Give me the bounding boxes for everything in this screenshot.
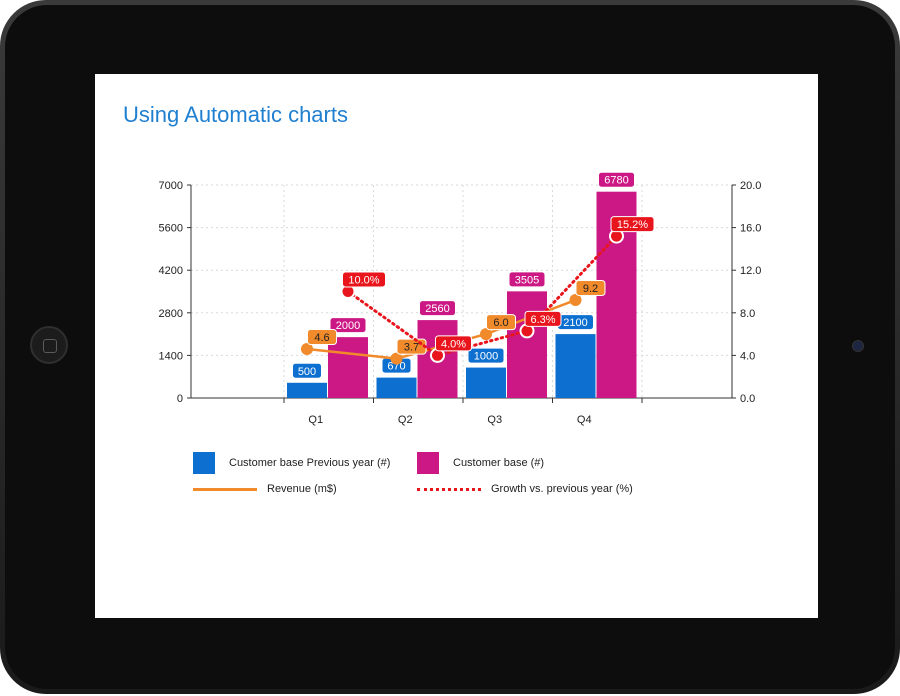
y-tick-label-left: 5600 bbox=[159, 223, 183, 235]
data-label-prev: 670 bbox=[387, 361, 405, 373]
data-label-cur: 2000 bbox=[336, 320, 360, 332]
page-title: Using Automatic charts bbox=[123, 102, 348, 127]
data-label-growth-bg bbox=[524, 310, 562, 327]
x-tick-label: Q1 bbox=[308, 414, 323, 426]
data-label-growth: 15.2% bbox=[617, 219, 648, 231]
camera-icon bbox=[852, 340, 864, 352]
data-label-growth: 10.0% bbox=[348, 275, 379, 287]
bar-prev bbox=[287, 382, 327, 398]
y-tick-label-right: 4.0 bbox=[740, 350, 755, 362]
y-tick-label-left: 1400 bbox=[159, 350, 183, 362]
data-label-growth: 4.0% bbox=[441, 338, 466, 350]
data-label-revenue-bg bbox=[307, 329, 337, 346]
data-label-growth-bg bbox=[435, 335, 472, 352]
data-label-prev: 500 bbox=[298, 366, 316, 378]
data-label-growth-bg bbox=[610, 216, 655, 233]
data-label-prev-bg bbox=[467, 347, 505, 364]
data-label-cur-bg bbox=[598, 171, 635, 188]
y-tick-label-right: 20.0 bbox=[740, 180, 761, 192]
x-tick-label: Q3 bbox=[487, 414, 502, 426]
data-label-prev-bg bbox=[292, 362, 322, 379]
data-label-growth: 6.3% bbox=[530, 314, 555, 326]
data-label-revenue: 9.2 bbox=[583, 283, 598, 295]
y-tick-label-right: 0.0 bbox=[740, 393, 755, 405]
y-tick-label-left: 4200 bbox=[159, 265, 183, 277]
data-label-revenue: 4.6 bbox=[314, 332, 329, 344]
screen: Using Automatic charts 0 0.0 1400 4.0 2800 8.… bbox=[95, 74, 818, 618]
data-label-prev: 1000 bbox=[474, 351, 498, 363]
data-label-revenue: 3.7 bbox=[404, 342, 419, 354]
data-label-cur-bg bbox=[329, 317, 367, 334]
bar-cur bbox=[507, 291, 547, 398]
y-tick-label-right: 16.0 bbox=[740, 223, 761, 235]
data-label-growth-bg bbox=[342, 271, 386, 288]
data-label-revenue: 6.0 bbox=[493, 317, 508, 329]
home-button[interactable] bbox=[30, 326, 68, 364]
bar-cur bbox=[328, 337, 368, 398]
bar-prev bbox=[555, 334, 596, 398]
data-label-cur: 6780 bbox=[604, 175, 628, 187]
y-tick-label-left: 2800 bbox=[159, 308, 183, 320]
x-tick-label: Q4 bbox=[577, 414, 592, 426]
bar-prev bbox=[376, 377, 417, 398]
data-label-cur: 2560 bbox=[425, 303, 449, 315]
y-tick-label-left: 7000 bbox=[159, 180, 183, 192]
bar-prev bbox=[466, 367, 506, 398]
revenue-marker bbox=[569, 294, 582, 307]
data-label-revenue-bg bbox=[575, 280, 606, 297]
y-tick-label-right: 12.0 bbox=[740, 265, 761, 277]
revenue-marker bbox=[301, 343, 313, 356]
combo-chart: 0 0.0 1400 4.0 2800 8.0 4200 12.0 5600 16.0 7000 20… bbox=[159, 171, 761, 426]
data-label-cur: 3505 bbox=[515, 274, 539, 286]
home-square-icon bbox=[43, 339, 57, 353]
revenue-marker bbox=[480, 328, 492, 341]
x-tick-label: Q2 bbox=[398, 414, 413, 426]
data-label-prev: 2100 bbox=[563, 317, 587, 329]
data-label-revenue-bg bbox=[486, 314, 516, 331]
y-tick-label-left: 0 bbox=[177, 393, 183, 405]
data-label-cur-bg bbox=[508, 271, 546, 288]
data-label-cur-bg bbox=[419, 300, 456, 317]
revenue-marker bbox=[390, 352, 403, 365]
growth-line bbox=[346, 234, 618, 358]
y-tick-label-right: 8.0 bbox=[740, 308, 755, 320]
